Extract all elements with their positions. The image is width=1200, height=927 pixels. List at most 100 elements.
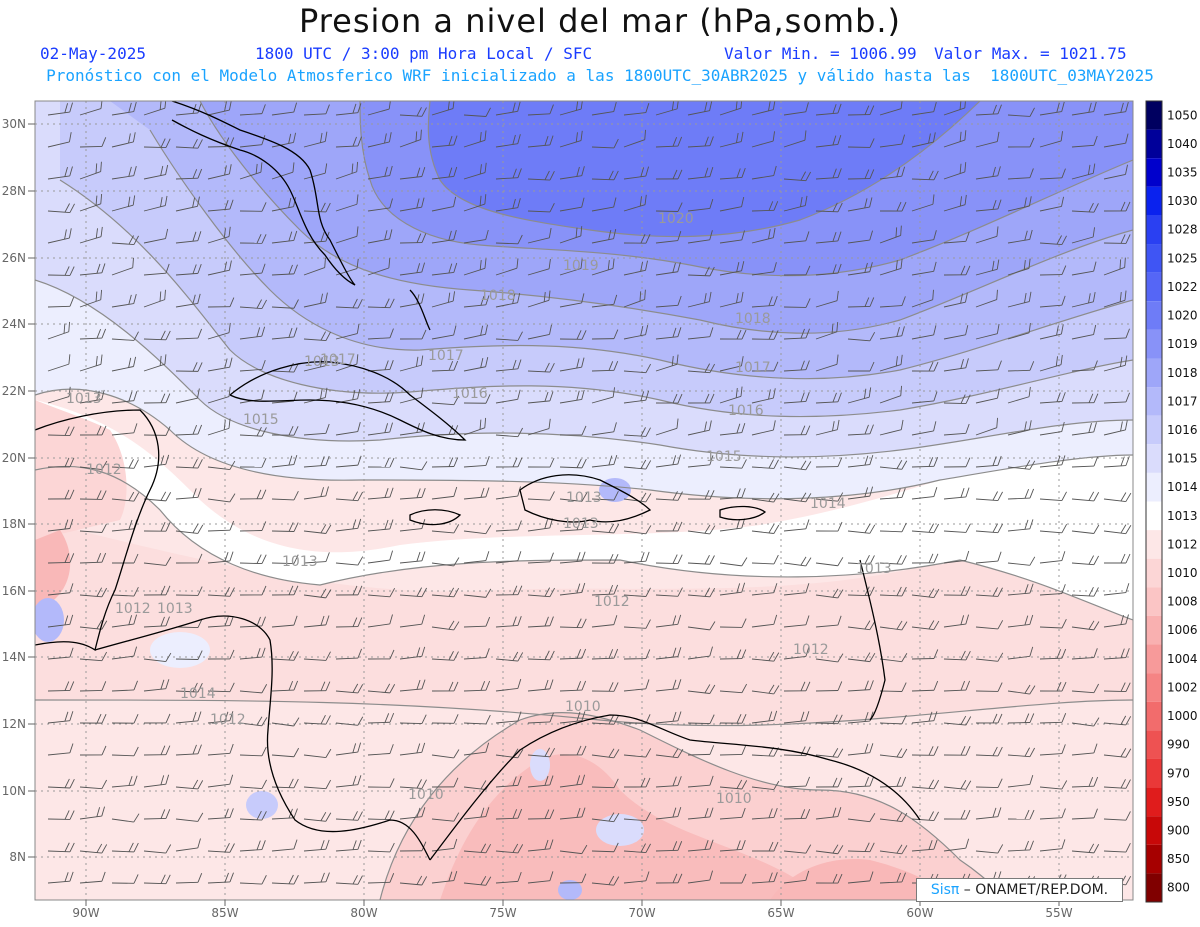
- wind-barb: [79, 681, 107, 692]
- wind-barb: [399, 329, 427, 340]
- wind-barb: [655, 806, 682, 820]
- wind-barb: [559, 226, 583, 244]
- wind-barb: [175, 424, 203, 436]
- wind-barb: [975, 551, 1002, 564]
- wind-barb: [847, 620, 876, 631]
- wind-barb: [655, 873, 683, 884]
- wind-barb: [687, 327, 714, 340]
- wind-barb: [655, 327, 682, 340]
- wind-barb: [879, 460, 908, 470]
- wind-barb: [1103, 257, 1126, 276]
- wind-barb: [975, 682, 1003, 692]
- contour-label: 1020: [658, 211, 694, 227]
- wind-barb: [591, 812, 620, 823]
- wind-barb: [879, 620, 908, 631]
- wind-barb: [111, 459, 139, 469]
- wind-barb: [367, 683, 396, 694]
- wind-barb: [1007, 460, 1036, 470]
- wind-barb: [687, 101, 713, 116]
- wind-barb: [815, 322, 839, 340]
- wind-barb: [559, 618, 587, 629]
- brand-logo: Sisπ: [930, 882, 960, 898]
- wind-barb: [399, 293, 425, 308]
- wind-barb: [111, 101, 137, 116]
- wind-barb: [559, 458, 587, 469]
- wind-barb: [143, 491, 172, 502]
- wind-barb: [623, 777, 651, 788]
- wind-barb: [1007, 747, 1035, 758]
- wind-barb: [111, 491, 140, 502]
- wind-barb: [143, 809, 171, 820]
- wind-barb: [975, 844, 1004, 854]
- wind-barb: [463, 194, 487, 212]
- wind-barb: [495, 520, 522, 532]
- wind-barb: [911, 746, 939, 756]
- contour-label: 1012: [594, 594, 630, 610]
- wind-barb: [687, 684, 716, 694]
- jamaica-coast: [409, 509, 462, 526]
- wind-barb: [335, 323, 360, 340]
- wind-barb: [335, 839, 362, 852]
- wind-barb: [783, 519, 810, 532]
- wind-barb: [1071, 683, 1100, 694]
- wind-barb: [1039, 168, 1066, 180]
- wind-barb: [175, 744, 202, 756]
- wind-barb: [175, 838, 201, 852]
- wind-barb: [47, 614, 74, 628]
- min-value: Valor Min. = 1006.99: [724, 44, 917, 63]
- wind-barb: [1039, 523, 1068, 534]
- wind-barb: [783, 844, 812, 854]
- wind-barb: [687, 393, 715, 404]
- wind-barb: [719, 459, 747, 469]
- wind-barb: [783, 776, 810, 788]
- wind-barb: [303, 552, 330, 564]
- legend-swatch: [1146, 186, 1162, 216]
- shade-1013: [35, 400, 1133, 620]
- wind-barb: [143, 652, 172, 662]
- wind-barb: [623, 390, 650, 404]
- wind-barb: [591, 422, 617, 436]
- wind-barb: [79, 620, 108, 630]
- wind-barb: [463, 456, 490, 468]
- wind-barb: [847, 486, 874, 500]
- wind-barb: [431, 557, 460, 567]
- wind-barb: [47, 228, 72, 244]
- wind-barb: [239, 875, 267, 885]
- wind-barb: [79, 425, 107, 436]
- wind-barb: [143, 138, 171, 149]
- wind-barb: [975, 289, 998, 308]
- contour-label: 1010: [565, 699, 601, 715]
- contour-label: 1019: [563, 258, 599, 274]
- wind-barb: [687, 621, 716, 631]
- wind-barb: [527, 135, 554, 148]
- wind-barb: [175, 779, 204, 790]
- wind-barb: [559, 807, 586, 820]
- wind-barb: [79, 193, 103, 212]
- wind-barb: [431, 749, 460, 759]
- wind-barb: [975, 455, 1002, 468]
- wind-barb: [47, 102, 73, 116]
- wind-barb: [911, 194, 935, 212]
- legend-label: 900: [1167, 823, 1190, 837]
- wind-barb: [463, 324, 488, 340]
- wind-barb: [847, 197, 873, 212]
- wind-barb: [687, 807, 714, 820]
- wind-barb: [591, 648, 619, 660]
- wind-barb: [687, 266, 715, 277]
- wind-barb: [591, 170, 619, 181]
- wind-barb: [1039, 295, 1066, 308]
- lon-tick-label: 75W: [489, 906, 516, 920]
- wind-barb: [495, 258, 519, 276]
- wind-barb: [815, 588, 844, 599]
- wind-barb: [815, 263, 842, 276]
- wind-barb: [911, 102, 937, 116]
- legend-label: 1028: [1167, 223, 1198, 237]
- wind-barb: [463, 551, 490, 564]
- wind-barb: [1071, 717, 1100, 727]
- legend-label: 1020: [1167, 309, 1198, 323]
- wind-barb: [943, 809, 971, 820]
- wind-barb: [975, 104, 1002, 116]
- wind-barb: [591, 682, 619, 692]
- lat-tick-label: 12N: [2, 717, 26, 731]
- wind-barb: [783, 171, 812, 182]
